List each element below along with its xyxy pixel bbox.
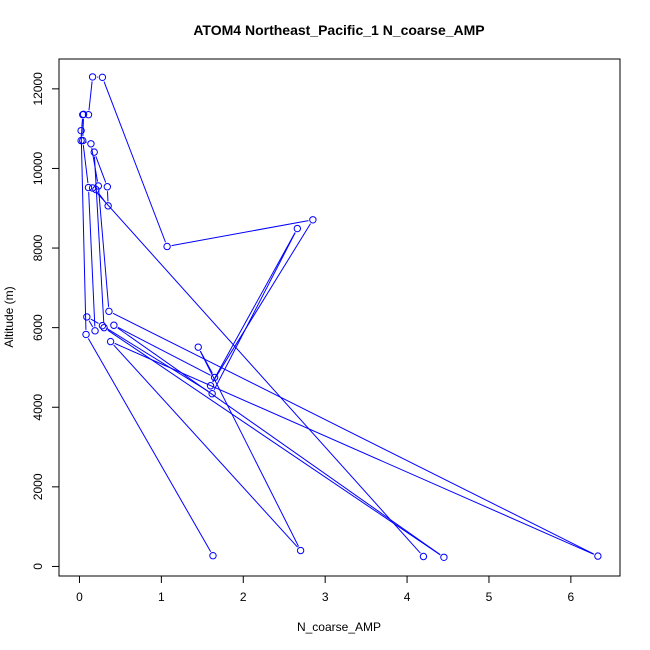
y-axis: 0 2000 4000 6000 8000 10000 12000 [31, 72, 60, 570]
y-tick-label: 2000 [31, 473, 45, 500]
data-point [87, 140, 95, 148]
series-segment [199, 350, 300, 547]
data-point [77, 126, 85, 135]
y-axis-label: Altitude (m) [2, 286, 16, 347]
series-segment [114, 342, 594, 555]
series-segment [82, 144, 89, 184]
series-segment [105, 327, 209, 392]
x-tick-label: 0 [76, 590, 83, 604]
data-point [309, 216, 317, 224]
x-tick-label: 2 [240, 590, 247, 604]
series-segment [103, 81, 166, 243]
data-point [194, 343, 202, 351]
data-point [82, 330, 90, 339]
series-segment [90, 318, 99, 324]
data-point [110, 321, 118, 329]
data-point [100, 323, 108, 332]
x-tick-label: 5 [486, 590, 493, 604]
series-segment [98, 190, 110, 307]
y-tick-label: 6000 [31, 314, 45, 341]
data-point [296, 546, 305, 555]
x-axis-label: N_coarse_AMP [297, 620, 381, 634]
y-tick-label: 0 [31, 563, 45, 570]
chart-title: ATOM4 Northeast_Pacific_1 N_coarse_AMP [193, 22, 484, 38]
data-point [83, 313, 91, 321]
series-segment [87, 338, 212, 553]
series-segment [213, 232, 296, 390]
x-tick-label: 3 [322, 590, 329, 604]
series-segment [113, 344, 298, 548]
series-segment [88, 320, 94, 328]
data-point [104, 202, 112, 210]
data-point [594, 552, 602, 560]
series-segment [112, 312, 595, 555]
series-segment [88, 81, 93, 111]
data-point [209, 552, 217, 560]
data-point [105, 307, 113, 316]
x-tick-label: 4 [404, 590, 411, 604]
data-point [103, 183, 112, 191]
data-point [77, 136, 85, 145]
x-axis: 0 1 2 3 4 5 6 [76, 575, 575, 604]
plot-frame [58, 58, 621, 577]
data-point [90, 148, 98, 156]
data-point [79, 111, 87, 119]
data-point [91, 327, 99, 335]
x-tick-label: 6 [568, 590, 575, 604]
y-tick-label: 8000 [31, 234, 45, 261]
y-tick-label: 4000 [31, 394, 45, 421]
series-segment [95, 190, 421, 554]
data-point [84, 183, 93, 192]
series-segment [95, 156, 107, 183]
series-segment [80, 135, 87, 330]
series-segment [171, 220, 309, 247]
data-point [206, 382, 215, 390]
data-point [88, 184, 97, 192]
data-point [208, 390, 216, 398]
data-point [293, 224, 302, 233]
data-series [77, 73, 602, 561]
data-point [106, 337, 115, 346]
series-segment [212, 223, 311, 383]
x-tick-label: 1 [158, 590, 165, 604]
series-segment [93, 156, 105, 324]
series-segment [117, 326, 211, 376]
y-tick-label: 10000 [31, 151, 45, 185]
data-point [98, 73, 107, 82]
series-segment [199, 350, 213, 374]
data-point [440, 553, 448, 561]
data-point [98, 321, 107, 330]
series-segment [107, 329, 441, 556]
data-point [210, 373, 219, 382]
series-segment [88, 192, 96, 327]
data-point [419, 552, 428, 561]
y-tick-label: 12000 [31, 72, 45, 106]
data-point [163, 242, 171, 251]
series-segment [212, 232, 296, 383]
series-segment [117, 327, 441, 556]
data-point [84, 111, 93, 119]
data-point [88, 73, 97, 81]
